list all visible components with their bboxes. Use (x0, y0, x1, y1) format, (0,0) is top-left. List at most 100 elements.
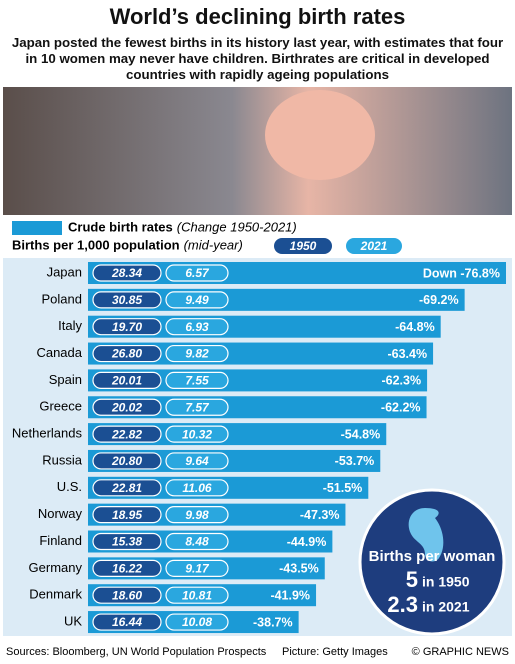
legend-label: 2021 (360, 239, 388, 253)
value-label: -44.9% (287, 535, 327, 549)
rate-label: 30.85 (112, 293, 142, 307)
legend-title: Crude birth rates (68, 219, 173, 234)
category-label: U.S. (57, 479, 82, 494)
rate-pill (165, 398, 229, 416)
rate-pill (165, 452, 229, 470)
rate-label: 10.08 (182, 615, 212, 629)
rate-pill (92, 344, 162, 363)
rate-pill (92, 586, 162, 604)
inset-label: in 1950 (422, 574, 470, 590)
footer-credit: © GRAPHIC NEWS (412, 646, 509, 658)
value-label: -54.8% (341, 427, 381, 441)
rate-label: 10.32 (182, 427, 212, 441)
legend-note: (Change 1950-2021) (177, 219, 297, 234)
footer-sources: Sources: Bloomberg, UN World Population … (6, 646, 267, 658)
rate-label: 22.81 (111, 481, 142, 495)
rate-label: 6.93 (185, 320, 209, 334)
rate-pill (165, 559, 229, 577)
category-label: Italy (58, 318, 82, 333)
category-label: Finland (39, 533, 82, 548)
bar (88, 449, 381, 472)
value-label: -62.3% (381, 374, 421, 388)
inset-title: Births per woman (369, 548, 496, 565)
rate-pill (165, 318, 229, 336)
rate-label: 20.02 (111, 400, 142, 414)
inset-value: 5 (406, 567, 418, 592)
rate-label: 7.55 (185, 374, 209, 388)
inset-circle (358, 488, 506, 636)
category-label: Germany (29, 560, 83, 575)
photo-baby (265, 90, 375, 180)
rate-label: 22.82 (111, 427, 142, 441)
category-label: Poland (42, 291, 82, 306)
inset-label: in 2021 (422, 599, 470, 615)
rate-label: 15.38 (112, 535, 142, 549)
rate-pill (92, 425, 162, 443)
rate-label: 9.98 (185, 508, 209, 522)
category-label: Netherlands (12, 426, 83, 441)
value-label: -43.5% (279, 562, 319, 576)
footer-picture: Picture: Getty Images (282, 646, 388, 658)
rate-label: 26.80 (111, 347, 142, 361)
rate-pill (92, 479, 162, 497)
rate-pill (165, 371, 229, 389)
value-label: -69.2% (419, 293, 459, 307)
category-label: Denmark (29, 587, 82, 602)
category-label: Greece (39, 399, 82, 414)
axis-label: Births per 1,000 population (12, 237, 180, 252)
rate-pill (165, 613, 229, 631)
rate-label: 19.70 (112, 320, 142, 334)
rate-label: 9.49 (185, 293, 209, 307)
value-label: -41.9% (270, 588, 310, 602)
rate-label: 16.22 (112, 562, 142, 576)
inset-value: 2.3 (387, 592, 418, 617)
legend-label: 1950 (290, 239, 317, 253)
rate-label: 9.82 (185, 347, 209, 361)
rate-label: 16.44 (112, 615, 142, 629)
rate-pill (92, 398, 162, 416)
value-label: -62.2% (381, 401, 421, 415)
rate-pill (92, 291, 162, 309)
rate-label: 11.06 (182, 481, 211, 495)
inset-icon (408, 508, 444, 562)
category-label: Japan (47, 264, 82, 279)
value-label: -51.5% (323, 481, 363, 495)
subtitle: Japan posted the fewest births in its hi… (11, 35, 504, 82)
legend-pill (346, 238, 402, 254)
rate-pill (92, 371, 162, 389)
rate-label: 9.17 (185, 562, 210, 576)
photo (3, 87, 512, 215)
rate-pill (92, 318, 162, 336)
rate-pill (165, 586, 229, 604)
value-label: -64.8% (395, 320, 435, 334)
rate-label: 8.48 (185, 535, 209, 549)
rate-pill (165, 344, 229, 363)
rate-label: 28.34 (111, 266, 142, 280)
value-label: Down -76.8% (423, 266, 500, 280)
value-label: -63.4% (387, 347, 427, 361)
rate-pill (92, 264, 162, 282)
rate-pill (165, 264, 229, 282)
axis-note: (mid-year) (184, 237, 243, 252)
category-label: Canada (36, 345, 82, 360)
rate-pill (92, 452, 162, 470)
rate-pill (165, 291, 229, 309)
rate-label: 6.57 (185, 266, 210, 280)
rate-pill (92, 532, 162, 551)
rate-label: 20.80 (111, 454, 142, 468)
rate-pill (165, 506, 229, 524)
rate-label: 18.60 (112, 588, 142, 602)
category-label: Spain (49, 372, 82, 387)
rate-label: 20.01 (111, 374, 142, 388)
bar (88, 423, 387, 446)
rate-pill (165, 425, 229, 443)
rate-pill (92, 613, 162, 631)
rate-pill (165, 532, 229, 551)
value-label: -38.7% (253, 615, 293, 629)
rate-pill (92, 559, 162, 577)
rate-label: 9.64 (185, 454, 209, 468)
category-label: UK (64, 613, 82, 628)
category-label: Russia (42, 452, 83, 467)
